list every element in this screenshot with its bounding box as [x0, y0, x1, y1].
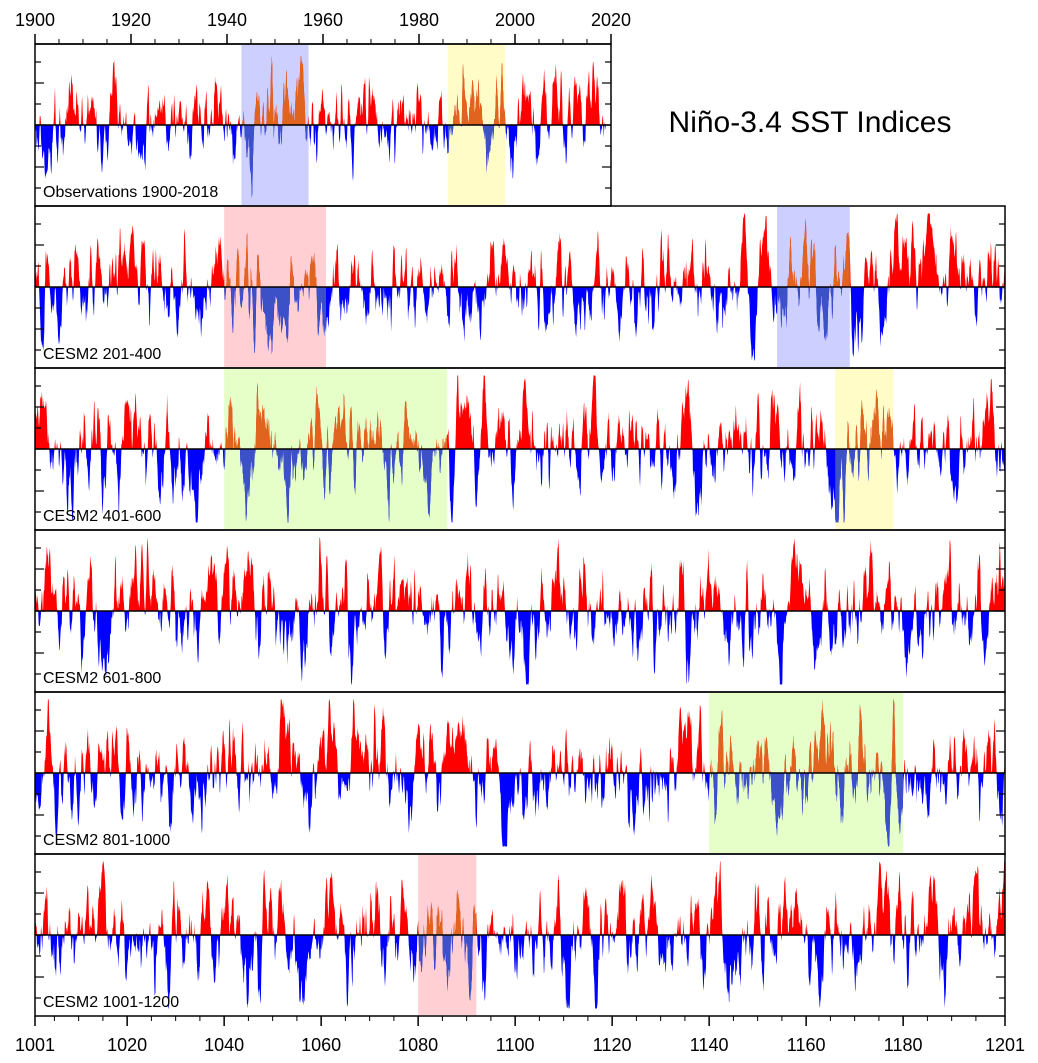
- shaded-negative-2-1: [835, 449, 894, 523]
- panel-label-1: CESM2 201-400: [43, 346, 161, 363]
- panel-label-0: Observations 1900-2018: [43, 184, 218, 201]
- bottom-tick-label-1: 1020: [107, 1035, 147, 1055]
- bottom-tick-label-3: 1060: [301, 1035, 341, 1055]
- panel-0: Observations 1900-2018: [34, 43, 612, 207]
- shaded-positive-2-0: [224, 382, 448, 449]
- panel-label-5: CESM2 1001-1200: [43, 994, 179, 1011]
- panel-1: CESM2 201-400: [34, 205, 1006, 369]
- negative-anomaly-1: [35, 287, 1005, 361]
- positive-anomaly-5: [35, 861, 1005, 935]
- panel-label-3: CESM2 601-800: [43, 670, 161, 687]
- panel-2: CESM2 401-600: [34, 367, 1006, 531]
- panel-5: CESM2 1001-1200: [34, 853, 1006, 1017]
- shaded-positive-2-1: [835, 389, 894, 449]
- shaded-negative-5-0: [418, 935, 477, 1001]
- bottom-tick-label-5: 1100: [496, 1035, 535, 1055]
- positive-anomaly-1: [35, 213, 1005, 287]
- negative-anomaly-0: [35, 125, 607, 198]
- top-tick-label-4: 1980: [399, 10, 439, 30]
- bottom-tick-label-9: 1180: [884, 1035, 923, 1055]
- top-axis: 1900 1920 1940 1960 1980 2000 2020: [15, 10, 631, 45]
- negative-anomaly-2: [35, 449, 1005, 523]
- shaded-positive-0-0: [241, 55, 309, 125]
- panel-4: CESM2 801-1000: [34, 691, 1006, 855]
- shaded-positive-0-1: [447, 63, 506, 125]
- shaded-positive-1-0: [224, 232, 326, 287]
- shaded-negative-1-1: [777, 287, 850, 342]
- bottom-tick-label-10: 1201: [985, 1035, 1025, 1055]
- bottom-tick-label-8: 1160: [787, 1035, 826, 1055]
- negative-anomaly-3: [35, 611, 1005, 685]
- shaded-negative-2-0: [224, 449, 448, 523]
- bottom-tick-label-2: 1040: [204, 1035, 244, 1055]
- top-tick-label-3: 1960: [303, 10, 343, 30]
- shaded-negative-0-0: [241, 125, 309, 198]
- shaded-negative-0-1: [447, 125, 506, 173]
- panels: Observations 1900-2018 CESM2 201-400 CESM2…: [34, 43, 1006, 1017]
- top-tick-label-2: 1940: [207, 10, 247, 30]
- negative-anomaly-4: [35, 773, 1005, 847]
- panel-label-4: CESM2 801-1000: [43, 832, 170, 849]
- positive-anomaly-0: [35, 55, 607, 125]
- figure-title: Niño-3.4 SST Indices: [669, 106, 952, 139]
- shaded-negative-1-0: [224, 287, 326, 355]
- panel-label-2: CESM2 401-600: [43, 508, 161, 525]
- shaded-positive-5-0: [418, 889, 477, 935]
- positive-anomaly-4: [35, 699, 1005, 773]
- bottom-tick-label-6: 1120: [593, 1035, 632, 1055]
- shaded-positive-4-0: [709, 699, 904, 773]
- shaded-negative-4-0: [709, 773, 904, 847]
- negative-anomaly-5: [35, 935, 1005, 1009]
- top-tick-label-1: 1920: [111, 10, 151, 30]
- bottom-tick-label-7: 1140: [690, 1035, 729, 1055]
- bottom-tick-label-4: 1080: [398, 1035, 438, 1055]
- top-tick-label-5: 2000: [495, 10, 535, 30]
- positive-anomaly-3: [35, 537, 1005, 611]
- bottom-tick-label-0: 1001: [15, 1035, 55, 1055]
- bottom-axis: 1001 1020 1040 1060 1080 1100 1120 1140 1160 1180…: [15, 1016, 1025, 1055]
- shaded-positive-1-1: [777, 218, 850, 287]
- top-tick-label-0: 1900: [15, 10, 55, 30]
- panel-3: CESM2 601-800: [34, 529, 1006, 693]
- top-tick-label-6: 2020: [591, 10, 631, 30]
